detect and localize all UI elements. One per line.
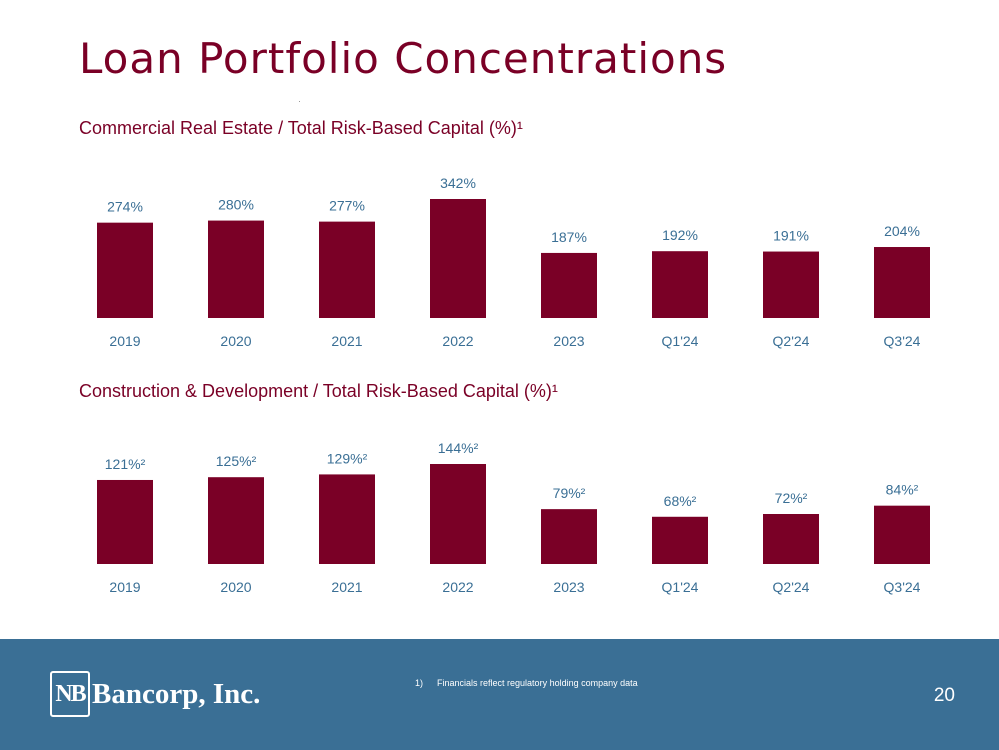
data-label: 84%² xyxy=(886,482,919,498)
category-label: Q3'24 xyxy=(884,333,921,349)
category-label: 2023 xyxy=(553,579,584,595)
data-label: 277% xyxy=(329,198,365,214)
bar-2021 xyxy=(319,474,375,564)
category-label: Q1'24 xyxy=(662,579,699,595)
bar-Q1'24 xyxy=(652,251,708,318)
bar-2023 xyxy=(541,509,597,564)
logo-text: Bancorp, Inc. xyxy=(92,677,261,710)
data-label: 342% xyxy=(440,175,476,191)
data-label: 121%² xyxy=(105,456,146,472)
category-label: 2023 xyxy=(553,333,584,349)
data-label: 280% xyxy=(218,197,254,213)
chart-title-cd: Construction & Development / Total Risk-… xyxy=(79,381,558,401)
logo-mark: NB xyxy=(50,671,90,717)
chart-title-cre: Commercial Real Estate / Total Risk-Base… xyxy=(79,118,523,138)
category-label: Q2'24 xyxy=(773,333,810,349)
company-logo: NB Bancorp, Inc. xyxy=(50,669,260,719)
bar-2019 xyxy=(97,479,153,564)
category-label: Q1'24 xyxy=(662,333,699,349)
data-label: 144%² xyxy=(438,440,479,456)
bar-2023 xyxy=(541,252,597,318)
category-label: 2020 xyxy=(220,333,251,349)
data-label: 68%² xyxy=(664,493,697,509)
data-label: 187% xyxy=(551,229,587,245)
bar-Q3'24 xyxy=(874,505,930,564)
cre-bar-chart: 274% 2019 280% 2020 277% 2021 342% 2022 187% 2023… xyxy=(97,175,930,349)
data-label: 191% xyxy=(773,228,809,244)
category-label: 2022 xyxy=(442,333,473,349)
category-label: Q3'24 xyxy=(884,579,921,595)
footnote-number: 1) xyxy=(415,678,424,688)
bar-2021 xyxy=(319,221,375,318)
data-label: 125%² xyxy=(216,453,257,469)
category-label: 2020 xyxy=(220,579,251,595)
bar-Q1'24 xyxy=(652,516,708,564)
data-label: 79%² xyxy=(553,485,586,501)
cd-bar-chart: 121%² 2019 125%² 2020 129%² 2021 144%² 2022 79%²… xyxy=(97,440,930,595)
bar-2022 xyxy=(430,464,486,564)
bar-2022 xyxy=(430,199,486,318)
category-label: 2021 xyxy=(331,579,362,595)
bar-Q2'24 xyxy=(763,514,819,564)
category-label: Q2'24 xyxy=(773,579,810,595)
category-label: 2021 xyxy=(331,333,362,349)
footer-bar: NB Bancorp, Inc. 1) Financials reflect re… xyxy=(0,639,999,750)
bar-Q3'24 xyxy=(874,247,930,318)
category-label: 2019 xyxy=(109,333,140,349)
footnote-text: Financials reflect regulatory holding co… xyxy=(437,678,638,688)
bar-2019 xyxy=(97,222,153,318)
data-label: 192% xyxy=(662,227,698,243)
bar-Q2'24 xyxy=(763,251,819,318)
category-label: 2019 xyxy=(109,579,140,595)
divider-dot xyxy=(299,101,300,102)
data-label: 274% xyxy=(107,199,143,215)
data-label: 72%² xyxy=(775,490,808,506)
data-label: 204% xyxy=(884,223,920,239)
page-title: Loan Portfolio Concentrations xyxy=(79,34,728,83)
bar-2020 xyxy=(208,477,264,564)
data-label: 129%² xyxy=(327,450,368,466)
page-number: 20 xyxy=(933,685,955,706)
footnote: 1) Financials reflect regulatory holding … xyxy=(415,678,638,688)
category-label: 2022 xyxy=(442,579,473,595)
bar-2020 xyxy=(208,220,264,318)
